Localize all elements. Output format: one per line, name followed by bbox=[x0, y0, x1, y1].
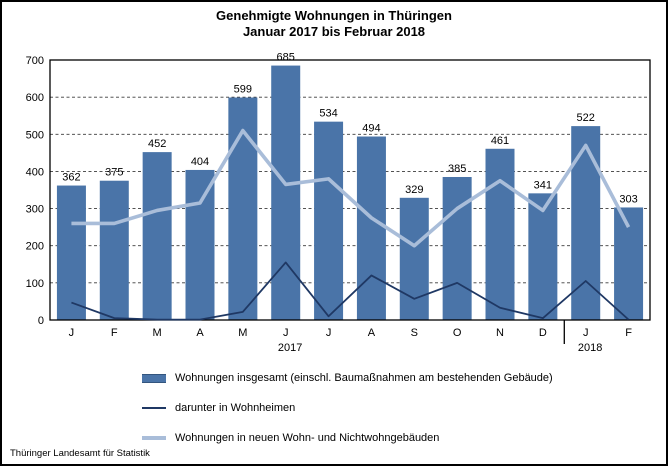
x-axis-month-label: F bbox=[111, 327, 118, 339]
x-axis-month-label: D bbox=[539, 327, 547, 339]
year-label-2018: 2018 bbox=[578, 342, 602, 354]
chart-title-line2: Januar 2017 bis Februar 2018 bbox=[242, 24, 426, 39]
x-axis-month-label: M bbox=[238, 327, 247, 339]
chart-title: Genehmigte Wohnungen in Thüringen Januar… bbox=[2, 8, 666, 40]
bar bbox=[442, 177, 472, 320]
y-axis-tick-label: 600 bbox=[26, 92, 44, 104]
y-axis-tick-label: 500 bbox=[26, 129, 44, 141]
bar-value-label: 452 bbox=[148, 138, 166, 150]
bar-value-label: 461 bbox=[491, 135, 509, 147]
bar-value-label: 685 bbox=[277, 52, 295, 64]
legend-label-wohnheime: darunter in Wohnheimen bbox=[175, 402, 296, 414]
legend-item-wohnheime: darunter in Wohnheimen bbox=[142, 398, 553, 418]
legend-item-total: Wohnungen insgesamt (einschl. Baumaßnahm… bbox=[142, 368, 553, 388]
chart-plot-area: 0 100 200 300 400 500 600 700 362 375 452 404 599 685… bbox=[26, 52, 651, 354]
bar-value-label: 362 bbox=[62, 172, 80, 184]
y-axis-tick-label: 300 bbox=[26, 204, 44, 216]
x-axis-month-label: J bbox=[69, 327, 75, 339]
bar-value-label: 385 bbox=[448, 163, 466, 175]
bar bbox=[485, 148, 515, 320]
bar-value-label: 375 bbox=[105, 167, 123, 179]
bar-value-label: 329 bbox=[405, 184, 423, 196]
legend-darkline-swatch-icon bbox=[142, 407, 166, 409]
bar bbox=[528, 193, 558, 320]
plot-frame bbox=[49, 59, 651, 321]
y-axis-tick-label: 700 bbox=[26, 55, 44, 67]
legend-label-total: Wohnungen insgesamt (einschl. Baumaßnahm… bbox=[175, 372, 553, 384]
x-axis-month-label: J bbox=[326, 327, 332, 339]
line-neubau bbox=[71, 128, 631, 248]
chart-title-line1: Genehmigte Wohnungen in Thüringen bbox=[216, 8, 452, 23]
legend-label-neubau: Wohnungen in neuen Wohn- und Nichtwohnge… bbox=[175, 432, 440, 444]
bar bbox=[56, 185, 86, 320]
bar bbox=[271, 65, 301, 320]
x-axis-month-label: F bbox=[625, 327, 632, 339]
bar bbox=[356, 136, 386, 320]
y-axis-tick-label: 0 bbox=[38, 315, 44, 327]
x-axis-month-label: J bbox=[583, 327, 589, 339]
legend-lightline-swatch-icon bbox=[142, 436, 166, 440]
chart-legend: Wohnungen insgesamt (einschl. Baumaßnahm… bbox=[142, 368, 553, 458]
bar-value-label: 522 bbox=[577, 112, 595, 124]
bar-value-label: 303 bbox=[619, 193, 637, 205]
x-axis-month-label: J bbox=[283, 327, 289, 339]
bar bbox=[228, 97, 258, 320]
bar bbox=[185, 169, 215, 320]
bar bbox=[399, 197, 429, 320]
year-label-2017: 2017 bbox=[278, 342, 302, 354]
y-axis-tick-label: 200 bbox=[26, 241, 44, 253]
bar-value-label: 494 bbox=[362, 123, 380, 135]
line-wohnheime bbox=[71, 261, 630, 321]
bar bbox=[142, 152, 172, 320]
legend-bar-swatch-icon bbox=[142, 373, 166, 383]
bar bbox=[314, 121, 344, 321]
bar-value-label: 599 bbox=[234, 84, 252, 96]
legend-item-neubau: Wohnungen in neuen Wohn- und Nichtwohnge… bbox=[142, 428, 553, 448]
source-attribution: Thüringer Landesamt für Statistik bbox=[10, 448, 150, 459]
x-axis-month-label: M bbox=[153, 327, 162, 339]
x-axis-month-label: N bbox=[496, 327, 504, 339]
bar-value-label: 534 bbox=[319, 108, 337, 120]
bar-value-label: 404 bbox=[191, 156, 209, 168]
y-axis-tick-label: 400 bbox=[26, 166, 44, 178]
x-axis-month-label: A bbox=[196, 327, 204, 339]
y-axis-tick-label: 100 bbox=[26, 278, 44, 290]
bar-value-label: 341 bbox=[534, 179, 552, 191]
bar bbox=[99, 180, 129, 320]
x-axis-month-label: A bbox=[368, 327, 376, 339]
x-axis-month-label: S bbox=[411, 327, 418, 339]
x-axis-month-label: O bbox=[453, 327, 462, 339]
